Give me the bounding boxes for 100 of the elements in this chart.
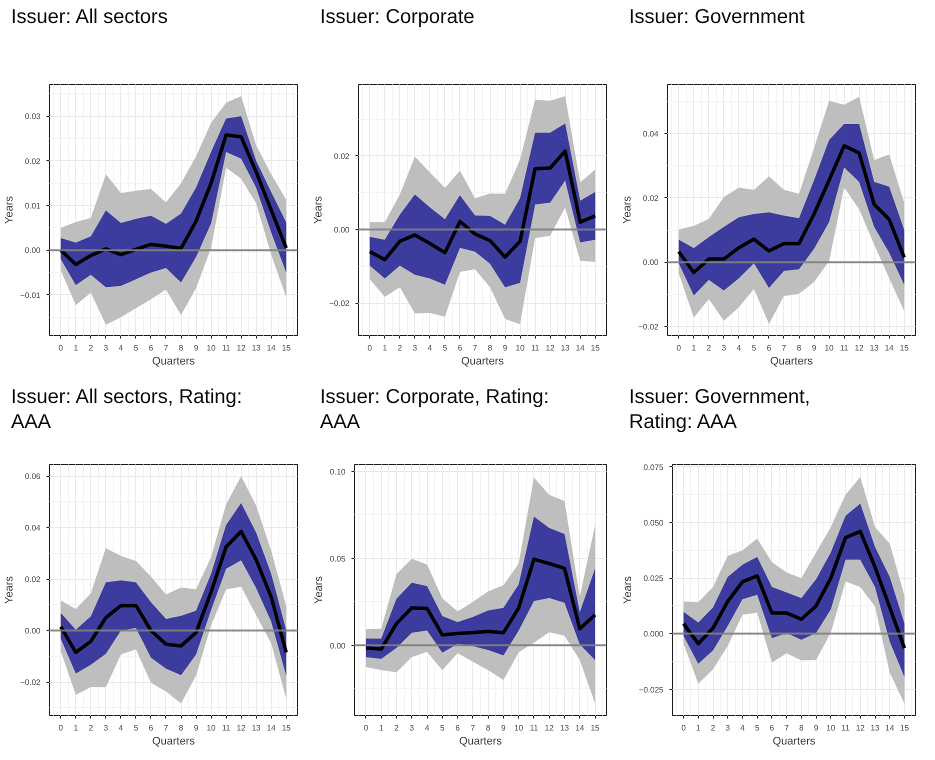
y-tick-label: 0.02	[642, 194, 660, 203]
x-tick-label: 9	[501, 724, 506, 732]
x-tick-label: 4	[428, 344, 433, 352]
x-tick-label: 3	[412, 344, 418, 352]
y-axis-title: Years	[621, 196, 634, 224]
x-tick-label: 8	[178, 724, 184, 732]
x-tick-label: 11	[530, 344, 540, 352]
x-tick-label: 7	[470, 724, 476, 732]
y-tick-label: 0.01	[24, 202, 42, 211]
x-tick-label: 10	[516, 344, 526, 352]
x-tick-label: 9	[812, 344, 817, 352]
x-tick-label: 9	[194, 724, 199, 732]
chart-title: Issuer: Government, Rating: AAA	[629, 385, 812, 435]
chart-title: Issuer: All sectors	[11, 5, 168, 30]
y-tick-label: 0.10	[330, 467, 346, 476]
x-tick-label: 15	[900, 344, 910, 352]
chart-title: Issuer: All sectors, Rating: AAA	[11, 385, 244, 435]
y-tick-label: 0.025	[643, 574, 664, 584]
x-tick-label: 5	[440, 724, 446, 732]
x-tick-label: 12	[544, 724, 554, 732]
line-series	[364, 557, 597, 651]
x-tick-label: 14	[885, 724, 895, 732]
x-tick-label: 15	[282, 724, 292, 732]
x-tick-label: 13	[560, 724, 570, 732]
x-tick-label: 12	[236, 724, 246, 732]
x-tick-label: 3	[722, 344, 727, 352]
y-tick-label: −0.025	[638, 685, 664, 694]
x-tick-label: 2	[706, 344, 712, 352]
x-tick-label: 0	[368, 344, 373, 352]
x-tick-label: 5	[754, 724, 760, 732]
x-tick-label: 10	[826, 724, 836, 732]
x-tick-label: 13	[252, 724, 262, 732]
x-tick-label: 0	[364, 724, 369, 732]
y-axis-title: Years	[622, 576, 634, 604]
y-tick-label: 0.04	[24, 524, 42, 533]
x-tick-label: 13	[870, 344, 880, 352]
x-tick-label: 4	[740, 724, 746, 732]
x-tick-label: 14	[266, 344, 276, 352]
x-tick-label: 4	[118, 344, 124, 352]
x-tick-label: 3	[726, 724, 731, 732]
y-tick-label: 0.02	[334, 152, 350, 161]
x-tick-label: 9	[814, 724, 819, 732]
x-tick-label: 7	[164, 344, 169, 352]
x-tick-label: 7	[164, 724, 169, 732]
line-series	[682, 530, 906, 650]
x-tick-label: 8	[178, 344, 184, 352]
x-tick-label: 2	[710, 724, 716, 732]
x-tick-label: 5	[442, 344, 448, 352]
x-tick-label: 13	[252, 344, 262, 352]
x-tick-label: 14	[575, 724, 585, 732]
y-axis-title: Years	[3, 196, 16, 224]
x-tick-label: 11	[840, 344, 849, 352]
x-tick-label: 5	[134, 724, 139, 732]
x-tick-label: 11	[530, 724, 539, 732]
x-tick-label: 8	[486, 724, 491, 732]
y-tick-label: 0.050	[643, 518, 664, 528]
x-tick-label: 14	[576, 344, 586, 352]
line-series	[677, 144, 906, 274]
x-tick-label: 3	[104, 724, 109, 732]
x-tick-label: 8	[799, 724, 804, 732]
x-tick-label: 11	[222, 344, 231, 352]
x-tick-label: 8	[796, 344, 802, 352]
x-tick-label: 3	[104, 344, 109, 352]
x-tick-label: 1	[696, 724, 702, 732]
x-tick-label: 12	[854, 344, 864, 352]
y-tick-label: 0.00	[24, 246, 42, 256]
x-tick-label: 1	[382, 344, 388, 352]
x-tick-label: 10	[514, 724, 524, 732]
line-series	[59, 133, 288, 266]
x-tick-label: 2	[88, 724, 94, 732]
x-tick-label: 1	[379, 724, 384, 732]
x-tick-label: 3	[410, 724, 415, 732]
x-tick-label: 15	[282, 344, 292, 352]
y-tick-label: 0.00	[330, 641, 346, 650]
x-tick-label: 9	[194, 344, 199, 352]
x-tick-label: 2	[398, 344, 403, 352]
x-tick-label: 14	[884, 344, 894, 352]
x-tick-label: 0	[58, 344, 64, 352]
x-tick-label: 7	[784, 724, 790, 732]
x-tick-label: 1	[692, 344, 697, 352]
y-tick-label: 0.03	[24, 112, 42, 122]
x-axis-title: Quarters	[770, 356, 814, 368]
x-tick-label: 1	[74, 344, 79, 352]
x-tick-label: 0	[58, 724, 64, 732]
y-tick-label: −0.01	[20, 290, 42, 300]
x-tick-label: 6	[770, 724, 775, 732]
x-tick-label: 4	[424, 724, 430, 732]
x-tick-label: 4	[736, 344, 742, 352]
y-tick-label: 0.06	[24, 472, 42, 482]
y-tick-label: −0.02	[329, 299, 350, 308]
y-tick-label: 0.000	[643, 630, 664, 639]
x-tick-label: 9	[502, 344, 508, 352]
y-tick-label: 0.075	[643, 462, 664, 472]
y-tick-label: −0.02	[638, 322, 660, 332]
x-axis-title: Quarters	[459, 736, 502, 748]
x-tick-label: 4	[118, 724, 124, 732]
x-tick-label: 5	[752, 344, 757, 352]
y-axis-title: Years	[312, 196, 324, 224]
line-series	[59, 530, 288, 654]
x-tick-label: 2	[88, 344, 94, 352]
